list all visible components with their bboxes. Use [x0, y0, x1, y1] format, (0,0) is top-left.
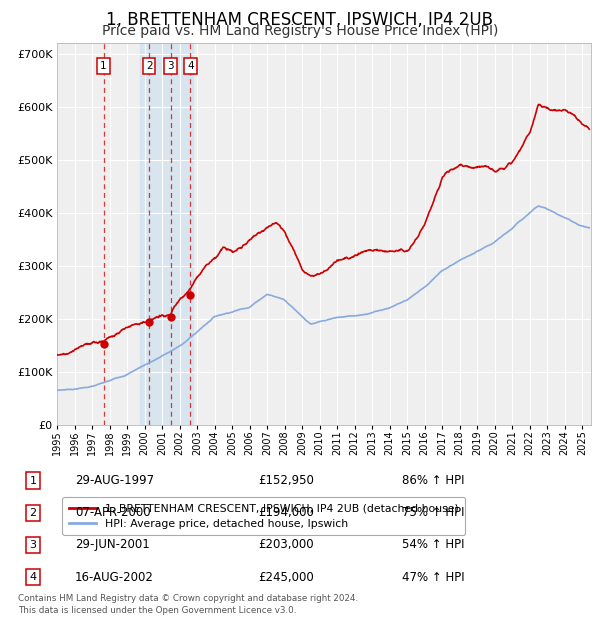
Text: 4: 4: [187, 61, 194, 71]
Text: £152,950: £152,950: [258, 474, 314, 487]
Text: £203,000: £203,000: [258, 539, 314, 551]
Text: 29-AUG-1997: 29-AUG-1997: [75, 474, 154, 487]
Legend: 1, BRETTENHAM CRESCENT, IPSWICH, IP4 2UB (detached house), HPI: Average price, d: 1, BRETTENHAM CRESCENT, IPSWICH, IP4 2UB…: [62, 497, 465, 535]
Text: Price paid vs. HM Land Registry's House Price Index (HPI): Price paid vs. HM Land Registry's House …: [102, 24, 498, 38]
Text: £194,000: £194,000: [258, 507, 314, 519]
Text: 54% ↑ HPI: 54% ↑ HPI: [402, 539, 464, 551]
Text: 47% ↑ HPI: 47% ↑ HPI: [402, 571, 464, 583]
Text: 2: 2: [146, 61, 152, 71]
Text: 16-AUG-2002: 16-AUG-2002: [75, 571, 154, 583]
Text: 2: 2: [29, 508, 37, 518]
Text: 07-APR-2000: 07-APR-2000: [75, 507, 151, 519]
Text: 29-JUN-2001: 29-JUN-2001: [75, 539, 150, 551]
Text: 3: 3: [29, 540, 37, 550]
Bar: [140, 43, 193, 425]
Text: 86% ↑ HPI: 86% ↑ HPI: [402, 474, 464, 487]
Text: Contains HM Land Registry data © Crown copyright and database right 2024.
This d: Contains HM Land Registry data © Crown c…: [18, 594, 358, 615]
Text: 75% ↑ HPI: 75% ↑ HPI: [402, 507, 464, 519]
Text: 3: 3: [167, 61, 174, 71]
Text: 1: 1: [29, 476, 37, 485]
Text: 1, BRETTENHAM CRESCENT, IPSWICH, IP4 2UB: 1, BRETTENHAM CRESCENT, IPSWICH, IP4 2UB: [107, 11, 493, 29]
Text: £245,000: £245,000: [258, 571, 314, 583]
Text: 4: 4: [29, 572, 37, 582]
Text: 1: 1: [100, 61, 107, 71]
